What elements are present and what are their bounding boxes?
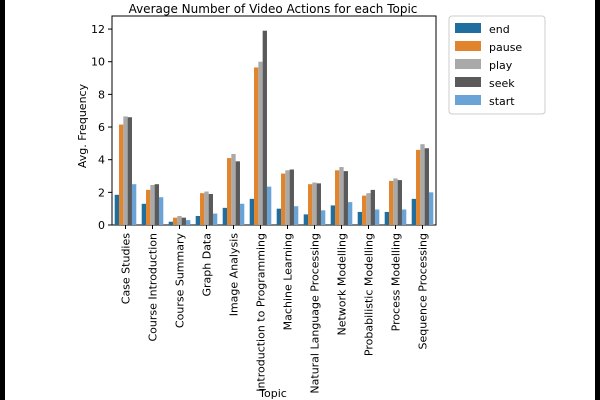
- legend-label-play: play: [489, 59, 513, 72]
- bar-play: [123, 116, 128, 225]
- x-axis-label: Topic: [258, 387, 287, 400]
- bar-end: [276, 208, 282, 225]
- bar-seek: [424, 148, 429, 225]
- x-tick-label: Introduction to Programming: [255, 233, 268, 392]
- bar-end: [249, 198, 255, 225]
- bar-seek: [208, 193, 213, 225]
- x-tick-label: Sequence Processing: [417, 233, 430, 350]
- bar-start: [401, 209, 407, 225]
- bar-end: [141, 203, 147, 225]
- legend-label-pause: pause: [489, 41, 522, 54]
- legend-swatch-play: [455, 59, 481, 69]
- bar-play: [312, 182, 317, 225]
- plot-frame: [111, 15, 437, 226]
- bar-start: [374, 209, 380, 225]
- y-tick-label: 8: [98, 88, 105, 101]
- bar-play: [420, 144, 425, 225]
- left-frame-edge: [0, 0, 5, 400]
- x-tick-label: Course Summary: [174, 233, 187, 329]
- bar-seek: [181, 217, 186, 225]
- bar-start: [185, 220, 191, 225]
- y-tick-label: 2: [98, 186, 105, 199]
- bar-end: [411, 198, 417, 225]
- bar-seek: [370, 189, 375, 225]
- y-tick-label: 12: [91, 23, 105, 36]
- bar-end: [303, 214, 309, 225]
- bar-seek: [316, 183, 321, 225]
- legend-swatch-pause: [455, 41, 481, 51]
- bar-pause: [389, 180, 394, 225]
- bar-start: [347, 202, 353, 225]
- bar-play: [258, 61, 263, 225]
- bar-start: [293, 206, 299, 225]
- bar-pause: [281, 173, 286, 225]
- bar-pause: [173, 217, 178, 225]
- bar-start: [131, 184, 137, 225]
- bar-start: [212, 213, 218, 225]
- bar-seek: [154, 184, 159, 225]
- bar-start: [266, 186, 272, 225]
- bar-play: [177, 216, 182, 225]
- bar-play: [393, 178, 398, 225]
- bar-end: [114, 194, 120, 225]
- bar-play: [204, 191, 209, 225]
- legend: end pause play seek start: [448, 15, 546, 115]
- bar-pause: [335, 170, 340, 225]
- bar-seek: [397, 180, 402, 225]
- bar-play: [339, 167, 344, 225]
- bar-pause: [146, 189, 151, 225]
- bar-pause: [119, 124, 124, 225]
- x-tick-label: Course Introduction: [147, 233, 160, 342]
- x-tick-label: Case Studies: [120, 233, 133, 304]
- bar-pause: [362, 195, 367, 225]
- bar-start: [158, 197, 164, 225]
- x-tick-label: Graph Data: [201, 233, 214, 297]
- bar-seek: [289, 169, 294, 225]
- bar-end: [195, 216, 201, 225]
- bar-seek: [262, 30, 267, 225]
- legend-label-start: start: [489, 95, 515, 108]
- bar-end: [222, 207, 228, 225]
- bar-seek: [343, 171, 348, 225]
- bar-play: [231, 153, 236, 225]
- bar-pause: [416, 149, 421, 225]
- x-tick-label: Process Modelling: [390, 233, 403, 331]
- bar-play: [366, 193, 371, 225]
- legend-label-seek: seek: [489, 77, 515, 90]
- bar-pause: [200, 193, 205, 225]
- legend-swatch-start: [455, 95, 481, 105]
- legend-swatch-seek: [455, 77, 481, 87]
- bar-seek: [127, 117, 132, 225]
- x-tick-label: Machine Learning: [282, 233, 295, 330]
- bar-pause: [308, 184, 313, 225]
- legend-label-end: end: [489, 23, 510, 36]
- bar-pause: [254, 67, 259, 225]
- y-tick-label: 4: [98, 154, 105, 167]
- plot-area: 0 2 4 6 8 10 12 Case Studies Course Introduction…: [91, 15, 437, 394]
- x-tick-label: Probabilistic Modelling: [363, 233, 376, 356]
- legend-swatch-end: [455, 23, 481, 33]
- bar-end: [330, 205, 336, 225]
- right-frame-edge: [595, 0, 600, 400]
- legend-box: [448, 15, 546, 115]
- chart-title: Average Number of Video Actions for each…: [129, 2, 418, 16]
- x-tick-label: Network Modelling: [336, 233, 349, 336]
- bar-play: [285, 170, 290, 225]
- x-tick-label: Natural Language Processing: [309, 233, 322, 394]
- bar-seek: [235, 161, 240, 225]
- bar-pause: [227, 158, 232, 225]
- bar-start: [239, 203, 245, 225]
- bar-end: [168, 221, 174, 225]
- bar-start: [428, 192, 434, 225]
- y-tick-label: 6: [98, 121, 105, 134]
- bar-play: [150, 184, 155, 225]
- bar-start: [320, 210, 326, 225]
- bar-end: [357, 211, 363, 225]
- y-axis-label: Avg. Frequency: [76, 83, 89, 168]
- y-tick-label: 0: [98, 219, 105, 232]
- x-tick-label: Image Analysis: [228, 233, 241, 317]
- y-tick-label: 10: [91, 56, 105, 69]
- bar-end: [384, 211, 390, 225]
